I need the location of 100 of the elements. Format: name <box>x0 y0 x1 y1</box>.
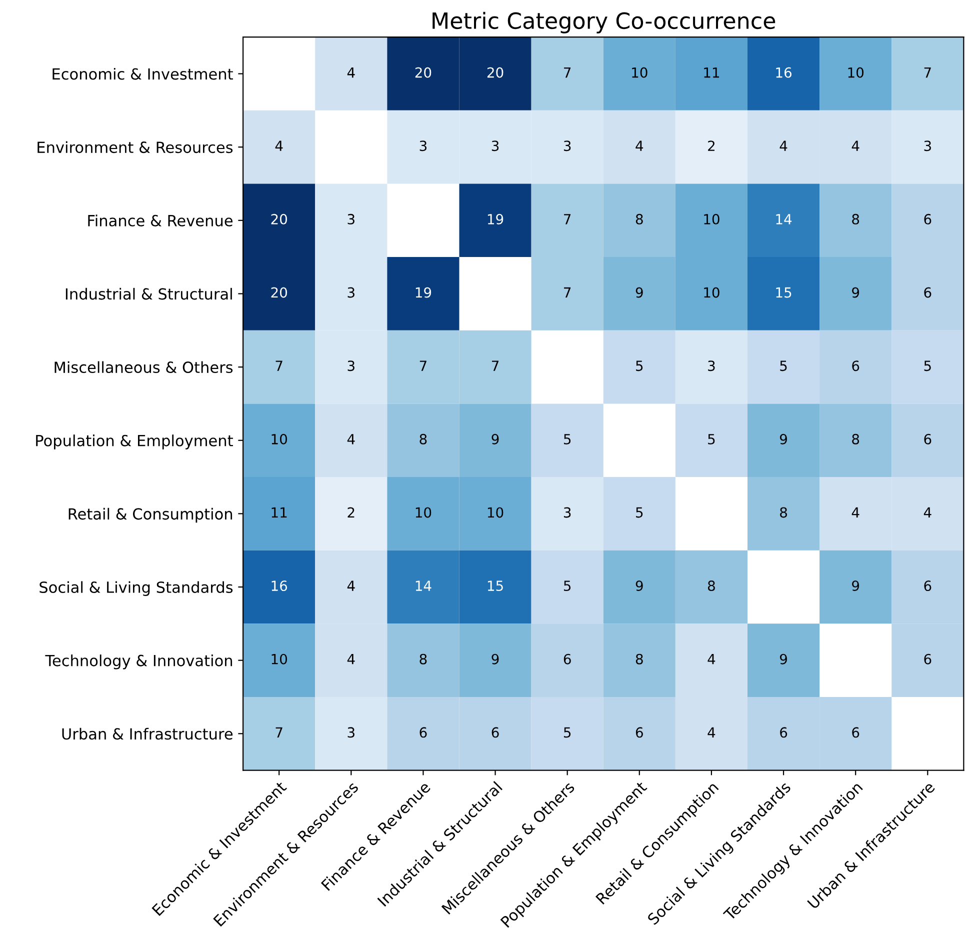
data-label: 5 <box>708 434 715 444</box>
data-label: 2 <box>348 507 354 518</box>
data-label: 4 <box>924 507 932 518</box>
data-label: 10 <box>272 654 287 664</box>
data-label: 6 <box>924 434 932 444</box>
data-label: 10 <box>488 507 504 518</box>
data-label: 10 <box>416 507 432 518</box>
data-label: 4 <box>852 507 860 518</box>
data-label: 9 <box>780 654 787 664</box>
data-label: 4 <box>347 580 355 591</box>
data-label: 10 <box>632 67 648 78</box>
data-label: 7 <box>564 214 571 224</box>
data-label: 20 <box>487 67 504 78</box>
data-label: 7 <box>492 360 498 371</box>
data-label: 3 <box>708 360 715 372</box>
data-label: 4 <box>780 140 788 151</box>
data-label: 6 <box>924 287 932 298</box>
data-label: 14 <box>776 214 792 224</box>
data-label: 6 <box>420 727 427 738</box>
data-label: 8 <box>852 214 860 224</box>
data-label: 4 <box>708 654 716 664</box>
data-label: 8 <box>636 654 643 664</box>
data-label: 4 <box>347 67 355 78</box>
data-label: 10 <box>704 214 720 224</box>
data-label: 5 <box>564 727 571 738</box>
y-tick-label: Industrial & Structural <box>66 288 232 300</box>
data-label: 16 <box>776 67 792 78</box>
data-label: 6 <box>924 654 932 664</box>
data-label: 6 <box>924 214 932 224</box>
y-tick-label: Urban & Infrastructure <box>62 728 233 740</box>
data-label: 7 <box>924 67 931 78</box>
y-tick-label: Environment & Resources <box>38 141 233 154</box>
data-label: 5 <box>636 360 643 372</box>
data-label: 6 <box>924 580 932 592</box>
data-label: 8 <box>420 434 427 444</box>
data-label: 8 <box>780 507 787 518</box>
data-label: 19 <box>416 287 432 298</box>
data-label: 9 <box>780 434 787 444</box>
data-label: 15 <box>776 287 792 298</box>
data-label: 5 <box>924 360 931 372</box>
data-label: 6 <box>852 727 860 738</box>
data-label: 7 <box>420 360 426 371</box>
data-label: 15 <box>488 580 503 592</box>
y-tick-label: Miscellaneous & Others <box>54 361 233 374</box>
y-tick-label: Retail & Consumption <box>68 508 232 523</box>
data-label: 10 <box>272 434 287 444</box>
data-label: 7 <box>564 287 571 298</box>
data-label: 4 <box>708 727 716 738</box>
data-label: 3 <box>564 507 571 518</box>
data-label: 16 <box>272 580 288 592</box>
data-label: 7 <box>276 360 282 371</box>
y-tick-label: Economic & Investment <box>52 68 233 80</box>
data-label: 19 <box>488 214 504 224</box>
data-label: 11 <box>704 67 720 78</box>
data-label: 6 <box>780 727 788 738</box>
data-label: 8 <box>852 434 860 444</box>
data-label: 20 <box>271 287 287 298</box>
data-label: 3 <box>492 140 499 152</box>
data-label: 6 <box>564 654 571 664</box>
data-label: 4 <box>347 654 355 664</box>
data-label: 5 <box>780 360 787 372</box>
data-label: 4 <box>636 140 644 151</box>
data-label: 6 <box>852 360 860 372</box>
data-label: 20 <box>271 214 287 224</box>
data-label: 20 <box>415 67 432 78</box>
data-label: 3 <box>348 360 354 372</box>
data-label: 10 <box>848 67 864 78</box>
data-label: 11 <box>272 507 287 518</box>
data-label: 3 <box>564 140 571 152</box>
y-tick-label: Finance & Revenue <box>88 214 233 226</box>
data-label: 7 <box>276 727 282 738</box>
y-tick-label: Population & Employment <box>36 434 233 450</box>
data-label: 5 <box>564 434 571 444</box>
data-label: 2 <box>708 140 714 151</box>
data-label: 14 <box>416 580 432 591</box>
data-label: 3 <box>420 140 427 152</box>
chart-title: Metric Category Co-occurrence <box>432 12 776 34</box>
data-label: 5 <box>564 580 571 592</box>
data-label: 4 <box>275 140 283 151</box>
data-label: 8 <box>636 214 643 224</box>
data-label: 7 <box>564 67 571 78</box>
y-tick-label: Technology & Innovation <box>45 654 232 670</box>
data-label: 9 <box>492 654 499 664</box>
y-tick-label: Social & Living Standards <box>40 581 233 596</box>
data-label: 5 <box>636 507 643 518</box>
data-label: 9 <box>636 580 643 592</box>
data-label: 3 <box>348 727 354 738</box>
data-label: 9 <box>492 434 499 444</box>
data-label: 9 <box>852 580 860 592</box>
data-label: 6 <box>636 727 643 738</box>
data-label: 3 <box>348 287 354 298</box>
data-label: 9 <box>852 287 860 298</box>
data-label: 3 <box>348 214 354 224</box>
data-label: 6 <box>492 727 499 738</box>
data-label: 3 <box>924 140 931 152</box>
data-label: 4 <box>852 140 860 151</box>
data-label: 4 <box>347 434 355 444</box>
data-label: 8 <box>708 580 715 592</box>
data-label: 8 <box>420 654 427 664</box>
data-label: 9 <box>636 287 643 298</box>
